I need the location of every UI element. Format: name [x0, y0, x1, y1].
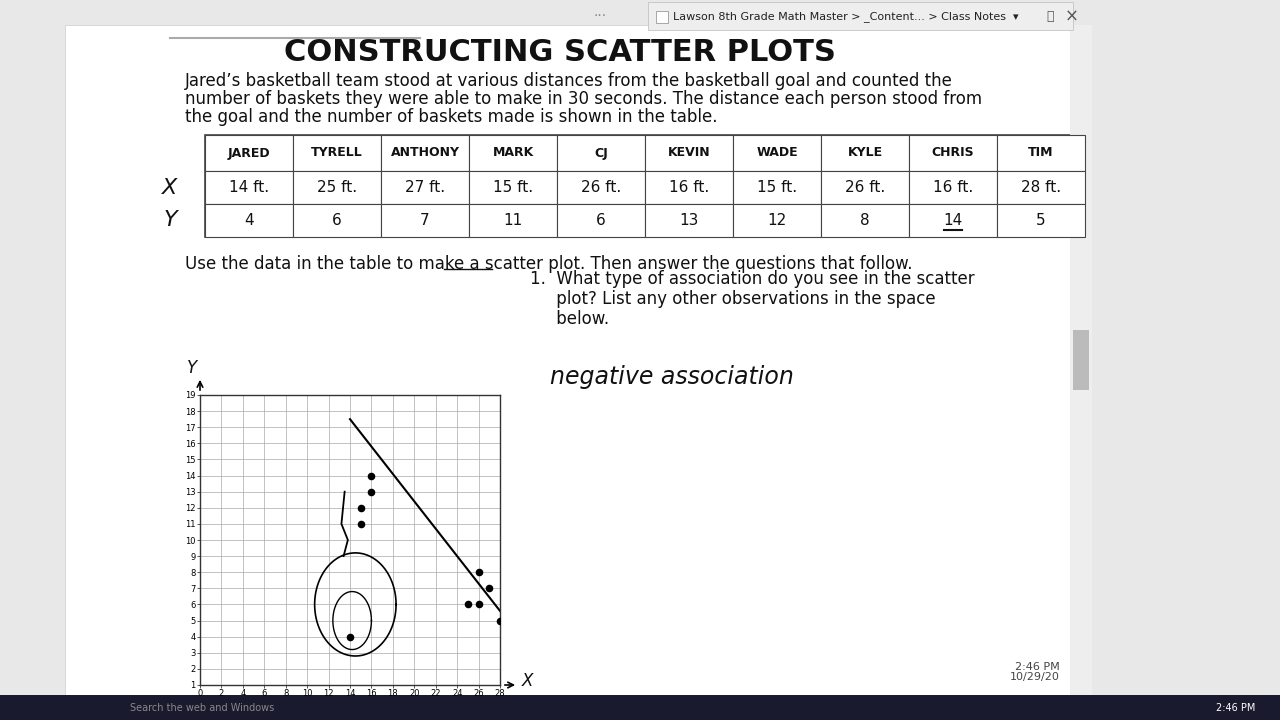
- Text: Use the data in the table to make a scatter plot. Then answer the questions that: Use the data in the table to make a scat…: [186, 255, 913, 273]
- Bar: [557, 204, 645, 237]
- Text: 26 ft.: 26 ft.: [581, 180, 621, 195]
- Text: X: X: [522, 672, 534, 690]
- Text: 7: 7: [420, 213, 430, 228]
- Point: [468, 599, 489, 611]
- Text: X: X: [163, 178, 178, 197]
- Text: 4: 4: [244, 213, 253, 228]
- Bar: [909, 135, 997, 171]
- Text: 13: 13: [680, 213, 699, 228]
- Bar: [468, 171, 557, 204]
- Point: [361, 486, 381, 498]
- Text: 2:46 PM: 2:46 PM: [1015, 662, 1060, 672]
- Text: Jared’s basketball team stood at various distances from the basketball goal and : Jared’s basketball team stood at various…: [186, 72, 952, 90]
- Text: CHRIS: CHRIS: [932, 146, 974, 160]
- Bar: [468, 204, 557, 237]
- Text: CONSTRUCTING SCATTER PLOTS: CONSTRUCTING SCATTER PLOTS: [284, 38, 836, 67]
- Text: WADE: WADE: [756, 146, 797, 160]
- Bar: [997, 204, 1085, 237]
- Bar: [293, 204, 381, 237]
- Text: Y: Y: [187, 359, 197, 377]
- Point: [351, 502, 371, 513]
- Bar: [645, 171, 733, 204]
- Bar: [205, 135, 1085, 237]
- Text: 6: 6: [596, 213, 605, 228]
- Text: ×: ×: [1065, 8, 1079, 26]
- Text: 6: 6: [332, 213, 342, 228]
- Text: CJ: CJ: [594, 146, 608, 160]
- Text: 10/29/20: 10/29/20: [1010, 672, 1060, 682]
- Bar: [293, 135, 381, 171]
- Text: 15 ft.: 15 ft.: [756, 180, 797, 195]
- Text: ⤢: ⤢: [1046, 11, 1053, 24]
- Text: 11: 11: [503, 213, 522, 228]
- Text: ...: ...: [594, 5, 607, 19]
- Point: [339, 631, 360, 642]
- Bar: [1070, 25, 1092, 695]
- Point: [490, 615, 511, 626]
- Text: TIM: TIM: [1028, 146, 1053, 160]
- Bar: [820, 135, 909, 171]
- Text: below.: below.: [530, 310, 609, 328]
- Text: 2:46 PM: 2:46 PM: [1216, 703, 1254, 713]
- Text: ANTHONY: ANTHONY: [390, 146, 460, 160]
- Bar: [468, 135, 557, 171]
- Bar: [820, 204, 909, 237]
- Text: 27 ft.: 27 ft.: [404, 180, 445, 195]
- Point: [351, 518, 371, 530]
- Bar: [557, 135, 645, 171]
- Text: 14: 14: [943, 213, 963, 228]
- Point: [458, 599, 479, 611]
- Bar: [909, 171, 997, 204]
- Bar: [820, 171, 909, 204]
- Bar: [909, 204, 997, 237]
- Point: [361, 469, 381, 481]
- Text: JARED: JARED: [228, 146, 270, 160]
- Text: 28 ft.: 28 ft.: [1021, 180, 1061, 195]
- Text: negative association: negative association: [550, 365, 794, 389]
- Text: Lawson 8th Grade Math Master > _Content... > Class Notes  ▾: Lawson 8th Grade Math Master > _Content.…: [673, 12, 1019, 22]
- Text: 15 ft.: 15 ft.: [493, 180, 532, 195]
- Text: 5: 5: [1037, 213, 1046, 228]
- Text: number of baskets they were able to make in 30 seconds. The distance each person: number of baskets they were able to make…: [186, 90, 982, 108]
- Text: 16 ft.: 16 ft.: [669, 180, 709, 195]
- Text: Y: Y: [163, 210, 177, 230]
- Text: the goal and the number of baskets made is shown in the table.: the goal and the number of baskets made …: [186, 108, 718, 126]
- Text: MARK: MARK: [493, 146, 534, 160]
- Point: [479, 582, 499, 594]
- Text: Search the web and Windows: Search the web and Windows: [131, 703, 274, 713]
- Text: 12: 12: [768, 213, 787, 228]
- Text: 14 ft.: 14 ft.: [229, 180, 269, 195]
- Bar: [293, 171, 381, 204]
- Text: TYRELL: TYRELL: [311, 146, 362, 160]
- Bar: [997, 135, 1085, 171]
- Text: plot? List any other observations in the space: plot? List any other observations in the…: [530, 290, 936, 308]
- Text: 26 ft.: 26 ft.: [845, 180, 886, 195]
- Bar: [0, 695, 1280, 720]
- Text: KEVIN: KEVIN: [668, 146, 710, 160]
- Bar: [1073, 330, 1089, 390]
- Bar: [205, 171, 293, 204]
- Bar: [205, 135, 293, 171]
- Bar: [657, 11, 668, 23]
- Text: 1.  What type of association do you see in the scatter: 1. What type of association do you see i…: [530, 270, 974, 288]
- Bar: [381, 204, 468, 237]
- Bar: [65, 25, 1070, 695]
- Text: KYLE: KYLE: [847, 146, 883, 160]
- Bar: [997, 171, 1085, 204]
- Bar: [648, 2, 1073, 30]
- Bar: [733, 171, 820, 204]
- Text: 16 ft.: 16 ft.: [933, 180, 973, 195]
- Bar: [645, 204, 733, 237]
- Text: 25 ft.: 25 ft.: [317, 180, 357, 195]
- Text: 8: 8: [860, 213, 870, 228]
- Bar: [557, 171, 645, 204]
- Bar: [645, 135, 733, 171]
- Bar: [733, 204, 820, 237]
- Bar: [733, 135, 820, 171]
- Bar: [205, 204, 293, 237]
- Bar: [381, 171, 468, 204]
- Point: [468, 567, 489, 578]
- Bar: [381, 135, 468, 171]
